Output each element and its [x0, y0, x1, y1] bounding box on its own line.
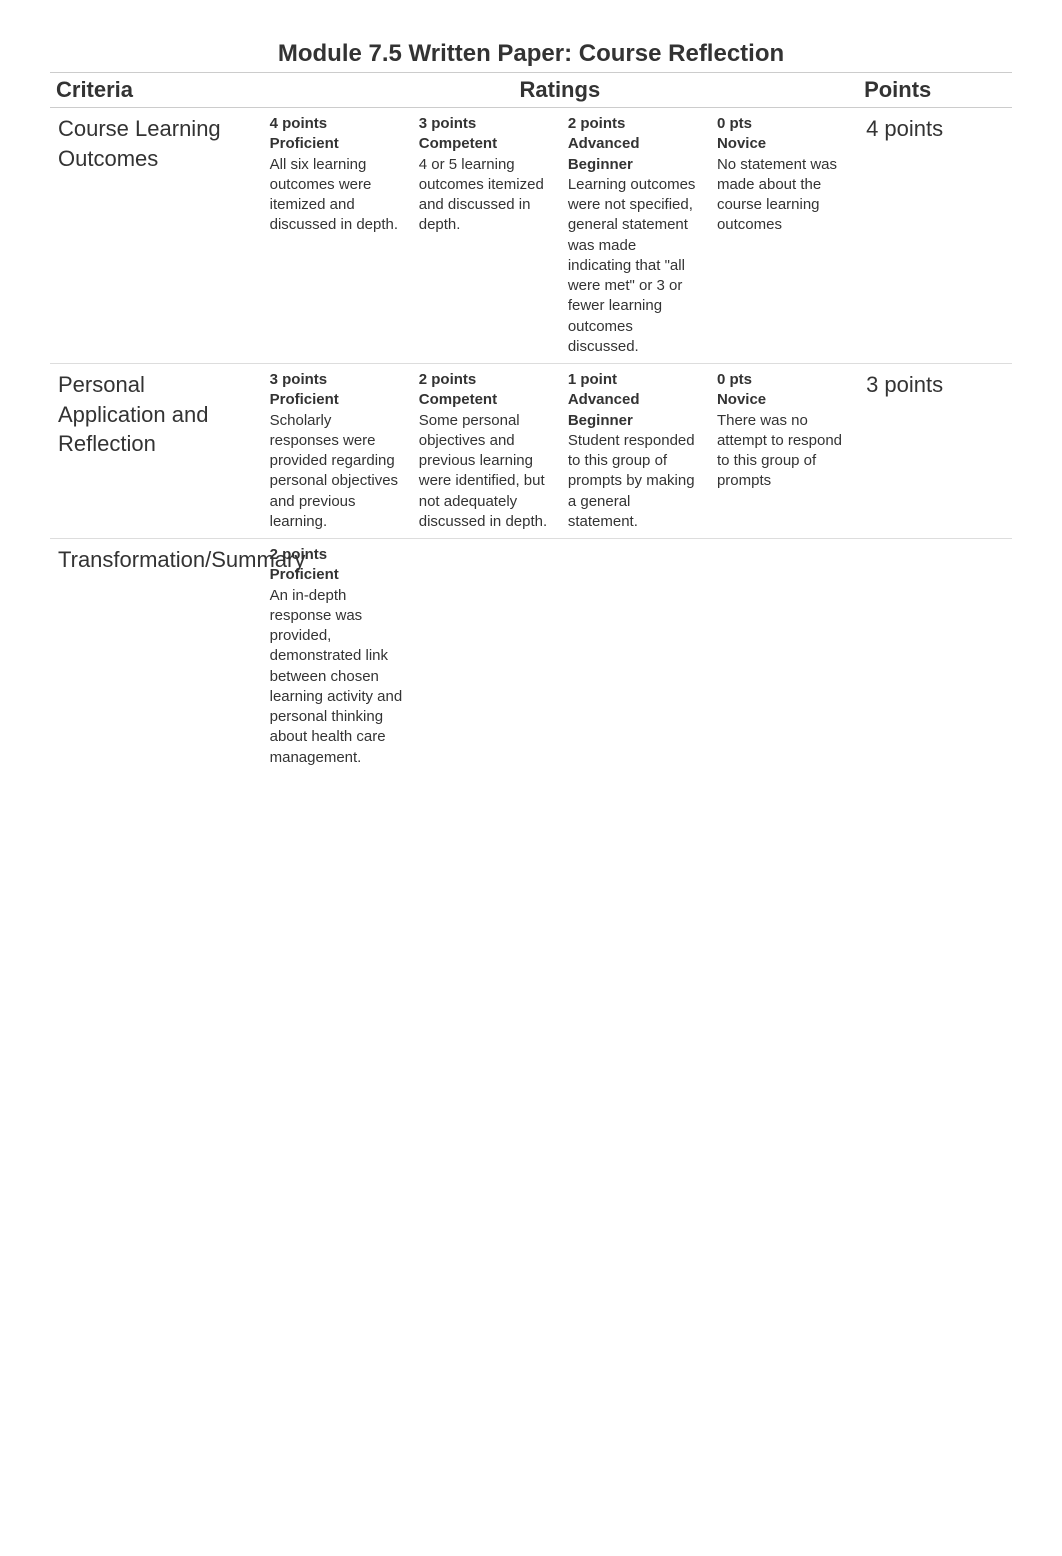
rating-desc: An in-depth response was provided, demon… — [270, 586, 403, 768]
rating-cell: 4 points Proficient All six learning out… — [262, 108, 411, 364]
rating-cell: 2 points Proficient An in-depth response… — [262, 539, 411, 774]
rating-points: 0 pts — [717, 114, 850, 134]
rating-label: Competent — [419, 390, 552, 410]
rating-desc: Scholarly responses were provided regard… — [270, 411, 403, 533]
rating-cell: 3 points Competent 4 or 5 learning outco… — [411, 108, 560, 364]
rating-points: 2 points — [568, 114, 701, 134]
table-row: Personal Application and Reflection 3 po… — [50, 364, 1012, 539]
rating-cell: 2 points Competent Some personal objecti… — [411, 364, 560, 539]
header-points: Points — [858, 73, 1012, 108]
rating-desc: Learning outcomes were not specified, ge… — [568, 175, 701, 357]
rating-points: 1 point — [568, 370, 701, 390]
rating-cell: 0 pts Novice There was no attempt to res… — [709, 364, 858, 539]
rating-label: Advanced Beginner — [568, 390, 701, 431]
rubric-header-row: Criteria Ratings Points — [50, 73, 1012, 108]
rating-points: 2 points — [270, 545, 403, 565]
rating-desc: No statement was made about the course l… — [717, 155, 850, 236]
rating-cell — [411, 539, 560, 774]
rubric-table: Criteria Ratings Points Course Learning … — [50, 72, 1012, 774]
header-criteria: Criteria — [50, 73, 262, 108]
rating-cell — [709, 539, 858, 774]
rating-label: Proficient — [270, 565, 403, 585]
table-row: Transformation/Summary 2 points Proficie… — [50, 539, 1012, 774]
rating-desc: All six learning outcomes were itemized … — [270, 155, 403, 236]
rating-desc: Student responded to this group of promp… — [568, 431, 701, 532]
rating-points: 3 points — [419, 114, 552, 134]
rating-label: Novice — [717, 134, 850, 154]
rating-label: Novice — [717, 390, 850, 410]
rating-label: Competent — [419, 134, 552, 154]
points-cell: 3 points — [858, 364, 1012, 539]
rubric-title: Module 7.5 Written Paper: Course Reflect… — [50, 40, 1012, 68]
rating-label: Advanced Beginner — [568, 134, 701, 175]
rating-label: Proficient — [270, 390, 403, 410]
criteria-cell: Personal Application and Reflection — [50, 364, 262, 539]
rating-cell: 0 pts Novice No statement was made about… — [709, 108, 858, 364]
rating-cell: 3 points Proficient Scholarly responses … — [262, 364, 411, 539]
rating-desc: There was no attempt to respond to this … — [717, 411, 850, 492]
rating-desc: 4 or 5 learning outcomes itemized and di… — [419, 155, 552, 236]
rating-points: 2 points — [419, 370, 552, 390]
points-cell — [858, 539, 1012, 774]
criteria-cell: Course Learning Outcomes — [50, 108, 262, 364]
rating-desc: Some personal objectives and previous le… — [419, 411, 552, 533]
rating-cell: 1 point Advanced Beginner Student respon… — [560, 364, 709, 539]
rating-label: Proficient — [270, 134, 403, 154]
criteria-cell: Transformation/Summary — [50, 539, 262, 774]
header-ratings: Ratings — [262, 73, 858, 108]
points-cell: 4 points — [858, 108, 1012, 364]
rating-points: 4 points — [270, 114, 403, 134]
rating-cell: 2 points Advanced Beginner Learning outc… — [560, 108, 709, 364]
rating-cell — [560, 539, 709, 774]
table-row: Course Learning Outcomes 4 points Profic… — [50, 108, 1012, 364]
rating-points: 3 points — [270, 370, 403, 390]
rating-points: 0 pts — [717, 370, 850, 390]
